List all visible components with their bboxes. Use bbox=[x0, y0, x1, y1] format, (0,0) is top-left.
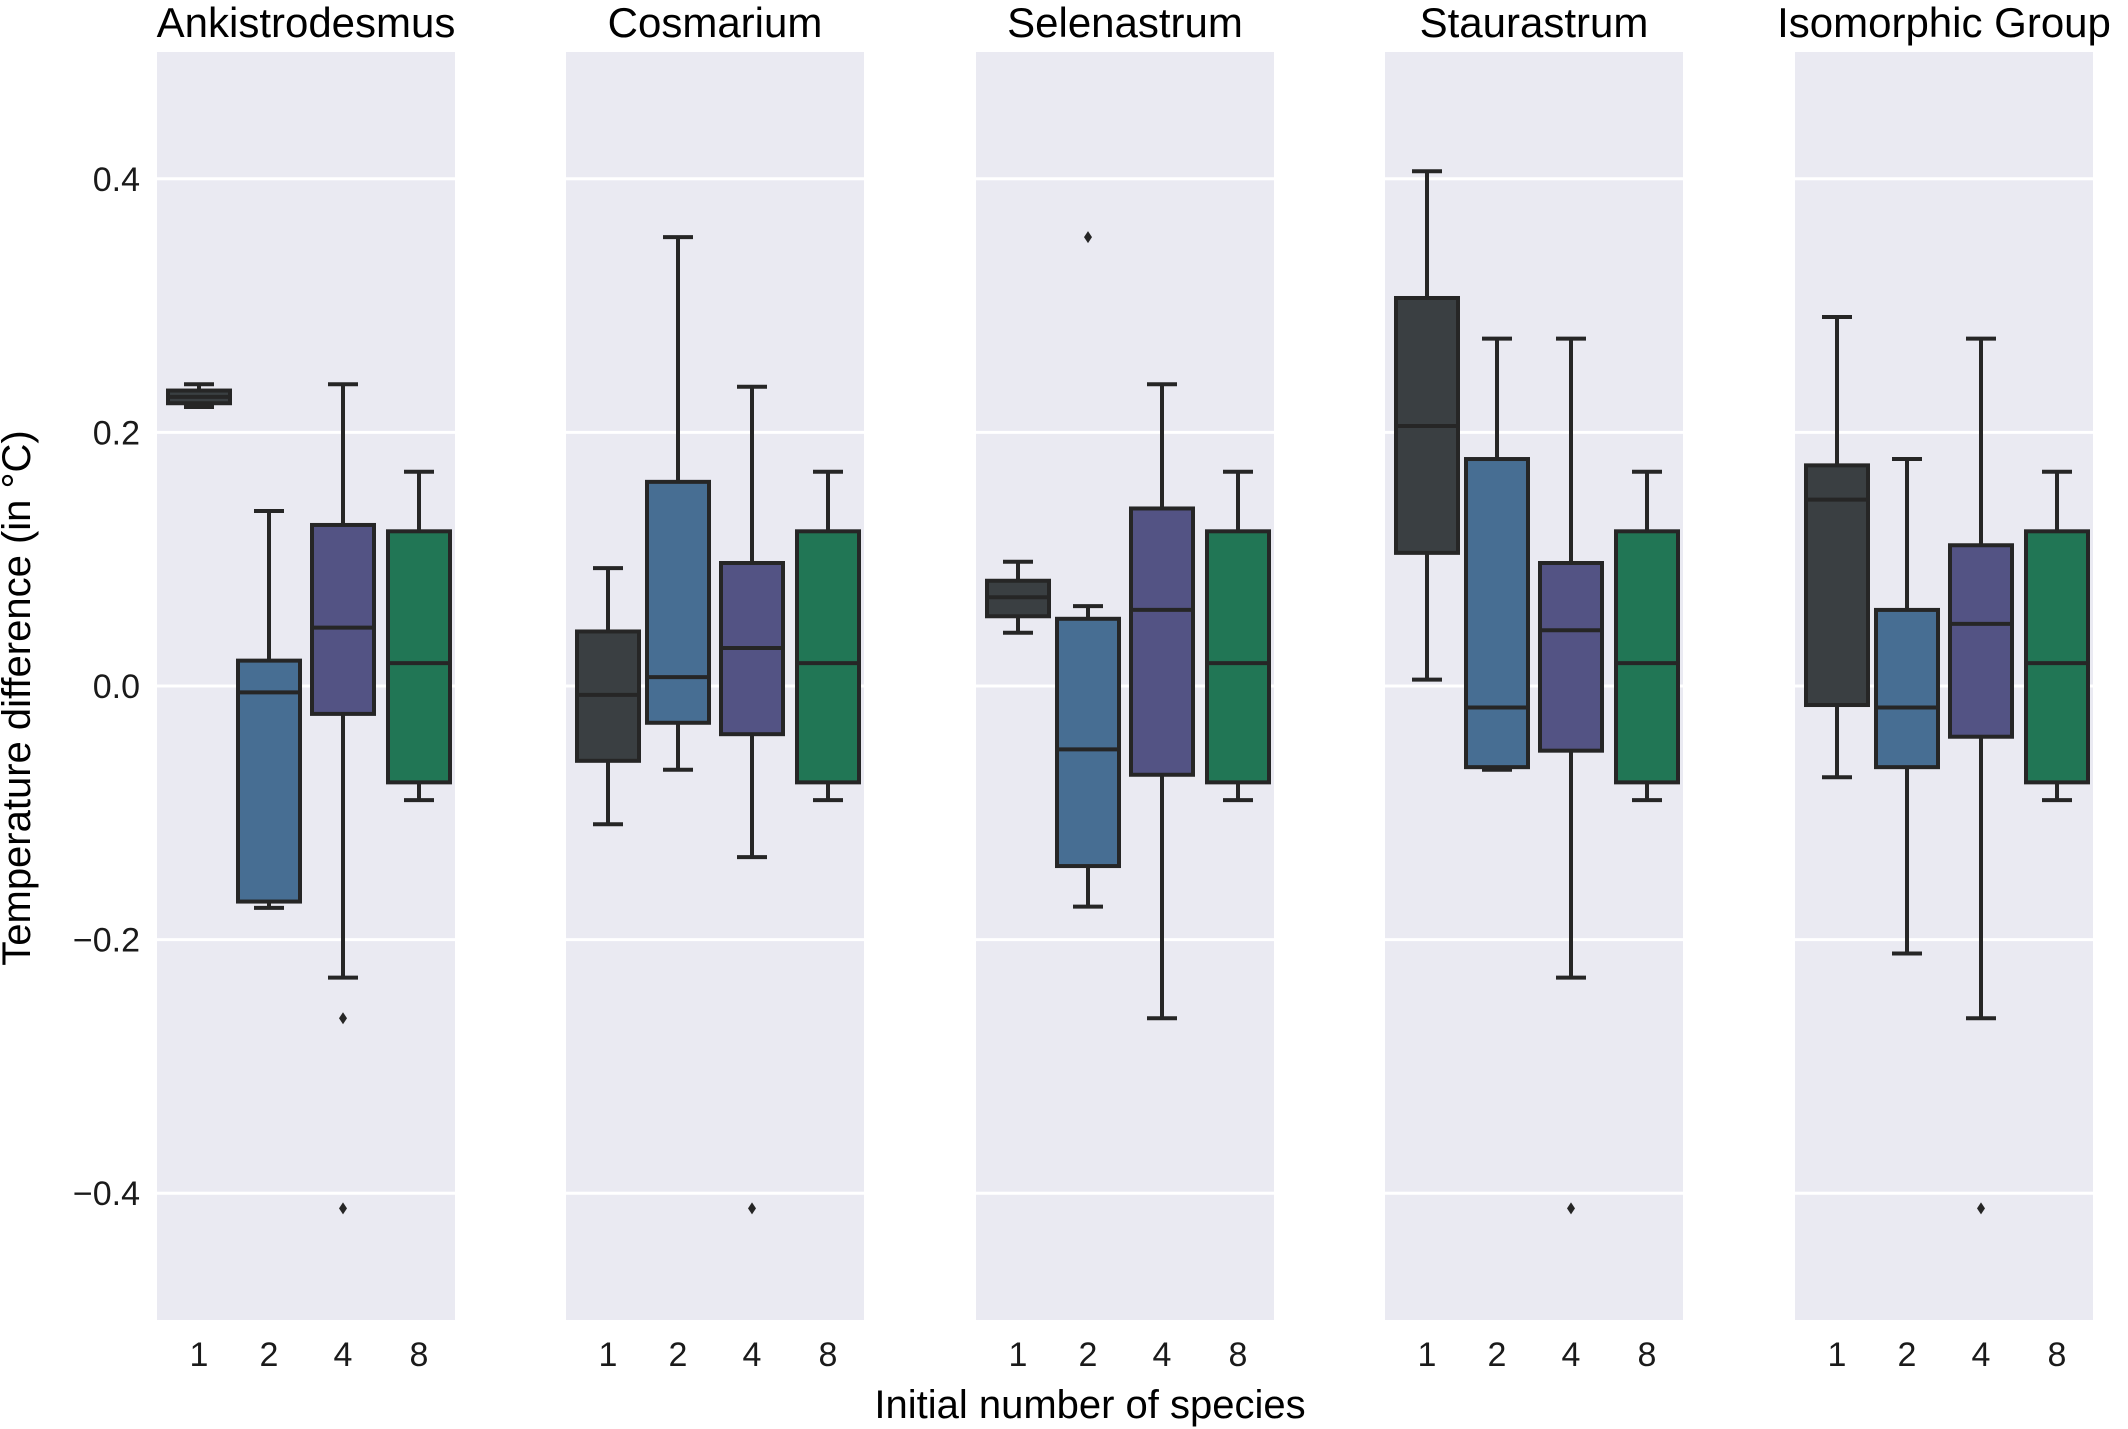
iqr-box bbox=[1614, 529, 1680, 785]
x-tick-label: 4 bbox=[334, 1336, 353, 1374]
box-2 bbox=[645, 235, 711, 772]
y-tick-label: 0.4 bbox=[93, 161, 140, 199]
x-tick-label: 8 bbox=[2048, 1336, 2067, 1374]
x-tick-label: 2 bbox=[260, 1336, 279, 1374]
iqr-box bbox=[1804, 463, 1870, 708]
x-tick-label: 4 bbox=[1153, 1336, 1172, 1374]
y-tick-label: −0.2 bbox=[73, 922, 140, 960]
y-tick-label: 0.2 bbox=[93, 414, 140, 452]
box-1 bbox=[1394, 169, 1460, 682]
x-tick-label: 2 bbox=[1488, 1336, 1507, 1374]
panel: Ankistrodesmus 1 2 4 8 bbox=[157, 0, 456, 1374]
box-4 bbox=[310, 382, 376, 1215]
iqr-box bbox=[310, 522, 376, 716]
outlier-point bbox=[339, 1202, 347, 1215]
outlier-point bbox=[1977, 1202, 1985, 1215]
outlier-point bbox=[1567, 1202, 1575, 1215]
box-8 bbox=[386, 469, 452, 803]
box-8 bbox=[1205, 469, 1271, 803]
panel-title: Selenastrum bbox=[1007, 0, 1243, 46]
x-tick-label: 2 bbox=[669, 1336, 688, 1374]
box-8 bbox=[795, 469, 861, 803]
iqr-box bbox=[1205, 529, 1271, 785]
x-tick-label: 8 bbox=[1229, 1336, 1248, 1374]
x-tick-label: 2 bbox=[1898, 1336, 1917, 1374]
box-2 bbox=[1464, 336, 1530, 772]
outlier-point bbox=[339, 1012, 347, 1025]
box-1 bbox=[575, 566, 641, 827]
box-2 bbox=[1874, 457, 1940, 956]
x-tick-label: 1 bbox=[1418, 1336, 1437, 1374]
y-axis-label: Temperature difference (in °C) bbox=[0, 430, 39, 966]
iqr-box bbox=[386, 529, 452, 785]
box-2 bbox=[1055, 231, 1121, 909]
y-tick-label: −0.4 bbox=[73, 1175, 140, 1213]
x-tick-label: 1 bbox=[190, 1336, 209, 1374]
iqr-box bbox=[795, 529, 861, 785]
iqr-box bbox=[645, 479, 711, 725]
box-8 bbox=[2024, 469, 2090, 803]
x-tick-label: 2 bbox=[1079, 1336, 1098, 1374]
x-tick-label: 8 bbox=[410, 1336, 429, 1374]
panel-title: Staurastrum bbox=[1420, 0, 1649, 46]
box-8 bbox=[1614, 469, 1680, 803]
box-4 bbox=[1129, 382, 1195, 1021]
x-tick-label: 4 bbox=[1562, 1336, 1581, 1374]
iqr-box bbox=[1464, 457, 1530, 770]
iqr-box bbox=[1948, 543, 2014, 739]
x-axis-label: Initial number of species bbox=[874, 1383, 1305, 1427]
y-tick-label: 0.0 bbox=[93, 668, 140, 706]
iqr-box bbox=[236, 658, 302, 904]
iqr-box bbox=[1055, 616, 1121, 869]
iqr-box bbox=[1874, 607, 1940, 770]
x-tick-label: 4 bbox=[1972, 1336, 1991, 1374]
iqr-box bbox=[2024, 529, 2090, 785]
box-1 bbox=[985, 559, 1051, 635]
panel: Cosmarium 1 2 4 8 bbox=[566, 0, 864, 1374]
box-1 bbox=[1804, 315, 1870, 780]
panel: Isomorphic Group 1 2 4 8 bbox=[1777, 0, 2111, 1374]
panel: Selenastrum 1 2 4 8 bbox=[976, 0, 1274, 1374]
x-tick-label: 8 bbox=[819, 1336, 838, 1374]
panel: Staurastrum 1 2 4 8 bbox=[1385, 0, 1683, 1374]
x-tick-label: 1 bbox=[599, 1336, 618, 1374]
iqr-box bbox=[1129, 506, 1195, 777]
panel-title: Cosmarium bbox=[608, 0, 823, 46]
outlier-point bbox=[748, 1202, 756, 1215]
y-axis-ticks: −0.4 −0.2 0.0 0.2 0.4 bbox=[73, 161, 140, 1213]
x-tick-label: 4 bbox=[743, 1336, 762, 1374]
box-2 bbox=[236, 509, 302, 910]
box-4 bbox=[719, 384, 785, 1215]
panel-title: Ankistrodesmus bbox=[157, 0, 456, 46]
panel-title: Isomorphic Group bbox=[1777, 0, 2111, 46]
x-tick-label: 1 bbox=[1828, 1336, 1847, 1374]
x-tick-label: 8 bbox=[1638, 1336, 1657, 1374]
iqr-box bbox=[1538, 561, 1604, 753]
box-4 bbox=[1538, 336, 1604, 1215]
box-4 bbox=[1948, 336, 2014, 1215]
outlier-point bbox=[1084, 231, 1092, 244]
x-tick-label: 1 bbox=[1009, 1336, 1028, 1374]
box-1 bbox=[166, 382, 232, 410]
